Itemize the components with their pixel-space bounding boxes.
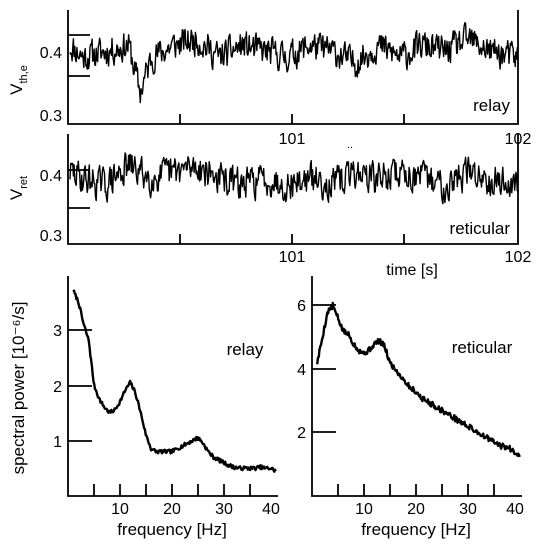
- relay-spectrum-line: [72, 289, 277, 473]
- relay-spectrum-x-label: frequency [Hz]: [117, 520, 227, 539]
- panel-divider-mark: ..: [347, 139, 353, 151]
- relay-spectrum-axes: [67, 276, 278, 497]
- relay-trace-y-tick-label: 0.3: [40, 108, 62, 125]
- reticular-spectrum-y-tick-label: 6: [297, 298, 306, 315]
- relay-spectrum-y-tick-label: 1: [53, 434, 62, 451]
- relay-trace-axes: [67, 10, 519, 125]
- reticular-spectrum-x-tick-label: 20: [407, 501, 425, 518]
- relay-spectrum-x-tick-label: 30: [215, 501, 233, 518]
- relay-spectrum-x-tick-label: 20: [163, 501, 181, 518]
- reticular-trace-y-tick-label: 0.4: [40, 168, 62, 185]
- relay-trace-y-tick-label: 0.4: [40, 45, 62, 62]
- reticular-trace-x-tick-label: 101: [279, 249, 306, 266]
- relay-spectrum-label: relay: [227, 340, 264, 359]
- relay-trace-y-label: Vth,e: [7, 65, 30, 95]
- reticular-spectrum-line: [316, 301, 521, 458]
- relay-trace-line: [69, 22, 519, 104]
- relay-spectrum-x-tick-label: 10: [111, 501, 129, 518]
- reticular-trace-label: reticular: [450, 219, 511, 238]
- reticular-trace-x-tick-label: 102: [505, 249, 532, 266]
- relay-trace-label: relay: [473, 96, 510, 115]
- relay-spectrum-y-label: spectral power [10⁻⁶/s]: [9, 302, 28, 475]
- reticular-trace-y-label: Vret: [7, 176, 30, 200]
- reticular-spectrum-label: reticular: [452, 338, 513, 357]
- relay-spectrum-y-tick-label: 2: [53, 379, 62, 396]
- reticular-trace-y-tick-label: 0.3: [40, 228, 62, 245]
- relay-spectrum-x-tick-label: 40: [262, 501, 280, 518]
- reticular-spectrum-x-tick-label: 30: [459, 501, 477, 518]
- reticular-spectrum-y-tick-label: 4: [297, 362, 306, 379]
- reticular-spectrum-x-tick-label: 40: [506, 501, 524, 518]
- reticular-trace-panel: 0.4 0.3 Vret reticular 101 102 time [s]: [7, 134, 531, 279]
- reticular-trace-line: [69, 152, 519, 205]
- relay-trace-panel: 0.4 0.3 Vth,e relay 101 102 ..: [7, 10, 531, 151]
- reticular-spectrum-y-tick-label: 2: [297, 425, 306, 442]
- relay-trace-x-tick-label: 101: [279, 131, 306, 148]
- relay-spectrum-panel: 3 2 1 10 20 30 40 frequency [Hz] spectra…: [9, 276, 280, 539]
- reticular-spectrum-panel: 6 4 2 10 20 30 40 frequency [Hz] reticul…: [297, 276, 524, 539]
- reticular-spectrum-axes: [311, 276, 522, 497]
- reticular-spectrum-x-label: frequency [Hz]: [361, 520, 471, 539]
- relay-spectrum-y-tick-label: 3: [53, 323, 62, 340]
- reticular-spectrum-x-tick-label: 10: [355, 501, 373, 518]
- reticular-trace-x-label: time [s]: [386, 262, 438, 279]
